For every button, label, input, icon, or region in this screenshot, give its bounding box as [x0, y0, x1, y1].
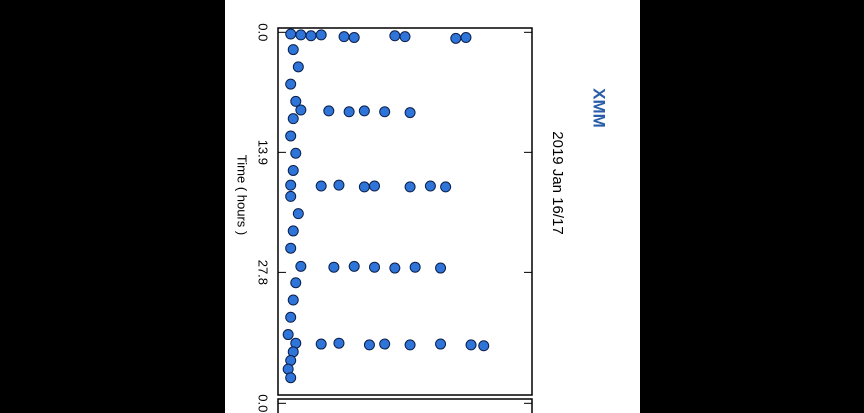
data-point — [404, 181, 416, 193]
data-point — [389, 30, 401, 42]
data-point — [292, 61, 304, 73]
plot-frame — [277, 27, 533, 396]
data-point — [285, 78, 297, 90]
data-point — [358, 181, 370, 193]
data-point — [295, 104, 307, 116]
data-point — [460, 31, 472, 43]
data-point — [285, 179, 297, 191]
data-point — [290, 277, 302, 289]
data-point — [285, 242, 297, 254]
data-point — [440, 181, 452, 193]
data-point — [305, 30, 317, 42]
data-point — [287, 113, 299, 125]
data-point — [323, 105, 335, 117]
data-point — [285, 28, 297, 40]
data-point — [450, 32, 462, 44]
page — [225, 0, 640, 413]
data-point — [435, 262, 447, 274]
data-point — [315, 180, 327, 192]
data-point — [285, 372, 297, 384]
data-point — [363, 339, 375, 351]
x-tick-label: 0.0 — [256, 394, 271, 412]
data-point — [282, 329, 294, 341]
data-point — [435, 338, 447, 350]
data-point — [290, 95, 302, 107]
data-point — [404, 107, 416, 119]
chart-subtitle: 2019 Jan 16/17 — [549, 131, 566, 234]
data-point — [287, 225, 299, 237]
data-point — [409, 261, 421, 273]
data-point — [287, 294, 299, 306]
data-point — [389, 262, 401, 274]
data-point — [424, 180, 436, 192]
data-point — [348, 260, 360, 272]
data-point — [399, 31, 411, 43]
data-point — [333, 179, 345, 191]
data-point — [328, 261, 340, 273]
chart-title: XMM — [590, 88, 609, 128]
data-point — [478, 340, 490, 352]
data-point — [290, 147, 302, 159]
x-tick-label: 27.8 — [256, 260, 271, 285]
data-point — [333, 337, 345, 349]
data-point — [343, 106, 355, 118]
x-tick-label: 0.0 — [256, 23, 271, 41]
data-point — [315, 29, 327, 41]
data-point — [338, 31, 350, 43]
data-point — [369, 261, 381, 273]
data-point — [369, 180, 381, 192]
data-point — [404, 339, 416, 351]
data-point — [295, 29, 307, 41]
data-point — [285, 311, 297, 323]
lower-plot-frame — [277, 398, 533, 413]
data-point — [379, 106, 391, 118]
data-point — [465, 339, 477, 351]
data-point — [287, 164, 299, 176]
data-point — [379, 338, 391, 350]
data-point — [285, 130, 297, 142]
data-point — [315, 338, 327, 350]
data-point — [295, 260, 307, 272]
data-point — [292, 208, 304, 220]
x-tick-label: 13.9 — [256, 140, 271, 165]
data-point — [348, 31, 360, 43]
x-axis-label: Time ( hours ) — [235, 155, 250, 235]
data-point — [358, 105, 370, 117]
data-point — [287, 44, 299, 56]
data-point — [285, 190, 297, 202]
